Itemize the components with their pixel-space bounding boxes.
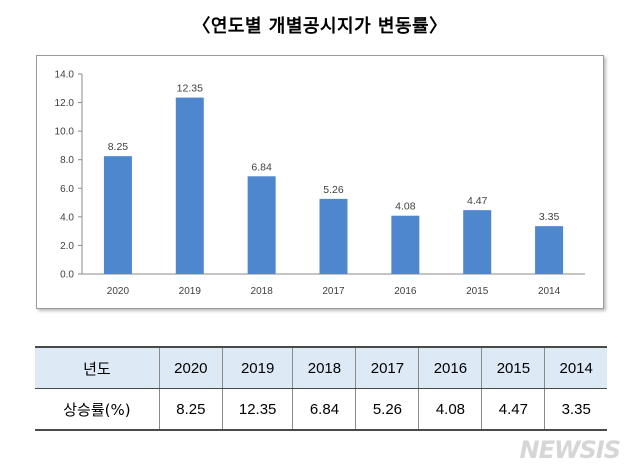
year-cell: 2018 <box>292 346 356 389</box>
newsis-watermark: NEWSIS <box>519 436 621 464</box>
bar-value-label: 6.84 <box>251 161 272 173</box>
table-row: 상승률(%) 8.25 12.35 6.84 5.26 4.08 4.47 3.… <box>35 388 607 431</box>
bar <box>319 198 348 274</box>
table-header-row: 년도 2020 2019 2018 2017 2016 2015 2014 <box>35 346 607 389</box>
rate-cell: 4.47 <box>481 388 545 431</box>
y-tick-label: 4.0 <box>60 212 74 223</box>
x-tick-label: 2014 <box>538 286 561 297</box>
bar <box>463 210 492 274</box>
rate-cell: 12.35 <box>221 388 293 431</box>
data-table: 년도 2020 2019 2018 2017 2016 2015 2014 상승… <box>35 346 607 431</box>
rate-cell: 6.84 <box>292 388 356 431</box>
x-tick-label: 2016 <box>394 286 417 297</box>
bar <box>391 215 420 274</box>
x-tick-label: 2015 <box>466 286 489 297</box>
bar-value-label: 3.35 <box>539 211 560 223</box>
y-tick-label: 10.0 <box>55 127 75 138</box>
y-tick-label: 12.0 <box>55 98 75 109</box>
bar <box>103 156 132 274</box>
rate-header-cell: 상승률(%) <box>35 388 160 431</box>
bar-chart: 0.0 2.0 4.0 6.0 8.0 10.0 12.0 14.0 8.25 2020 12.35… <box>36 55 604 309</box>
x-tick-label: 2020 <box>107 286 130 297</box>
bar-value-label: 12.35 <box>177 83 203 95</box>
x-tick-label: 2018 <box>251 286 274 297</box>
year-cell: 2016 <box>418 346 482 389</box>
chart-canvas: 0.0 2.0 4.0 6.0 8.0 10.0 12.0 14.0 8.25 2020 12.35… <box>55 70 585 297</box>
year-header-cell: 년도 <box>35 346 160 389</box>
year-cell: 2017 <box>355 346 419 389</box>
bar-value-label: 5.26 <box>323 184 344 196</box>
rate-cell: 8.25 <box>158 388 223 431</box>
page-title: 〈연도별 개별공시지가 변동률〉 <box>192 16 448 37</box>
bar-value-label: 4.08 <box>395 201 416 213</box>
year-cell: 2015 <box>481 346 545 389</box>
rate-cell: 4.08 <box>418 388 482 431</box>
x-tick-label: 2019 <box>179 286 202 297</box>
year-cell: 2014 <box>544 346 607 389</box>
year-cell: 2020 <box>158 346 223 389</box>
rate-cell: 5.26 <box>355 388 419 431</box>
y-tick-label: 8.0 <box>60 155 74 166</box>
rate-cell: 3.35 <box>544 388 607 431</box>
bar <box>535 226 564 274</box>
y-tick-label: 2.0 <box>60 241 74 252</box>
y-tick-label: 14.0 <box>55 70 75 81</box>
year-cell: 2019 <box>221 346 293 389</box>
x-tick-label: 2017 <box>322 286 345 297</box>
bar <box>247 176 276 274</box>
y-tick-label: 6.0 <box>60 184 74 195</box>
bar-value-label: 4.47 <box>467 195 488 207</box>
y-tick-label: 0.0 <box>60 270 74 281</box>
bar-value-label: 8.25 <box>108 141 129 153</box>
bar <box>175 97 204 274</box>
